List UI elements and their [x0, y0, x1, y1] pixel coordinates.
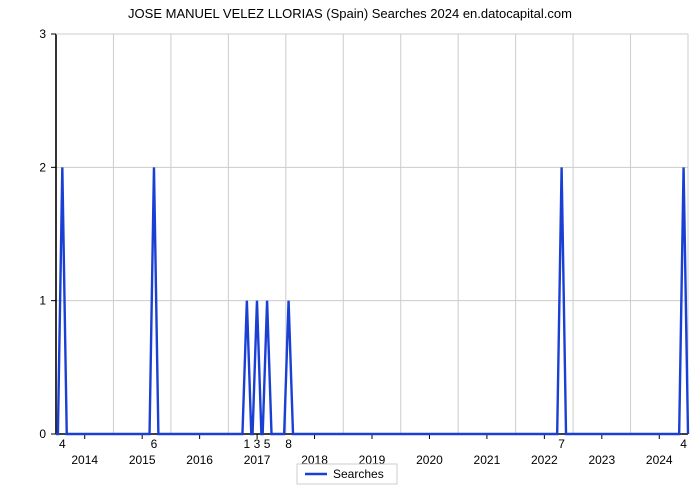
spike-label: 6: [151, 437, 158, 451]
y-tick-label: 1: [39, 294, 46, 308]
x-tick-label: 2021: [474, 453, 501, 467]
x-tick-label: 2024: [646, 453, 673, 467]
chart-title: JOSE MANUEL VELEZ LLORIAS (Spain) Search…: [128, 6, 572, 21]
x-tick-label: 2016: [186, 453, 213, 467]
x-tick-label: 2020: [416, 453, 443, 467]
legend-label: Searches: [333, 467, 384, 481]
x-tick-label: 2014: [71, 453, 98, 467]
spike-label: 4: [680, 437, 687, 451]
chart-bg: [0, 0, 700, 500]
x-tick-label: 2017: [244, 453, 271, 467]
searches-line-chart: JOSE MANUEL VELEZ LLORIAS (Spain) Search…: [0, 0, 700, 500]
chart-container: JOSE MANUEL VELEZ LLORIAS (Spain) Search…: [0, 0, 700, 500]
spike-label: 8: [285, 437, 292, 451]
spike-label: 3: [254, 437, 261, 451]
x-tick-label: 2023: [588, 453, 615, 467]
x-tick-label: 2022: [531, 453, 558, 467]
y-tick-label: 3: [39, 27, 46, 41]
x-tick-label: 2015: [129, 453, 156, 467]
spike-label: 4: [59, 437, 66, 451]
spike-label: 5: [264, 437, 271, 451]
y-tick-label: 0: [39, 427, 46, 441]
y-tick-label: 2: [39, 160, 46, 174]
spike-label: 7: [558, 437, 565, 451]
spike-label: 1: [244, 437, 251, 451]
